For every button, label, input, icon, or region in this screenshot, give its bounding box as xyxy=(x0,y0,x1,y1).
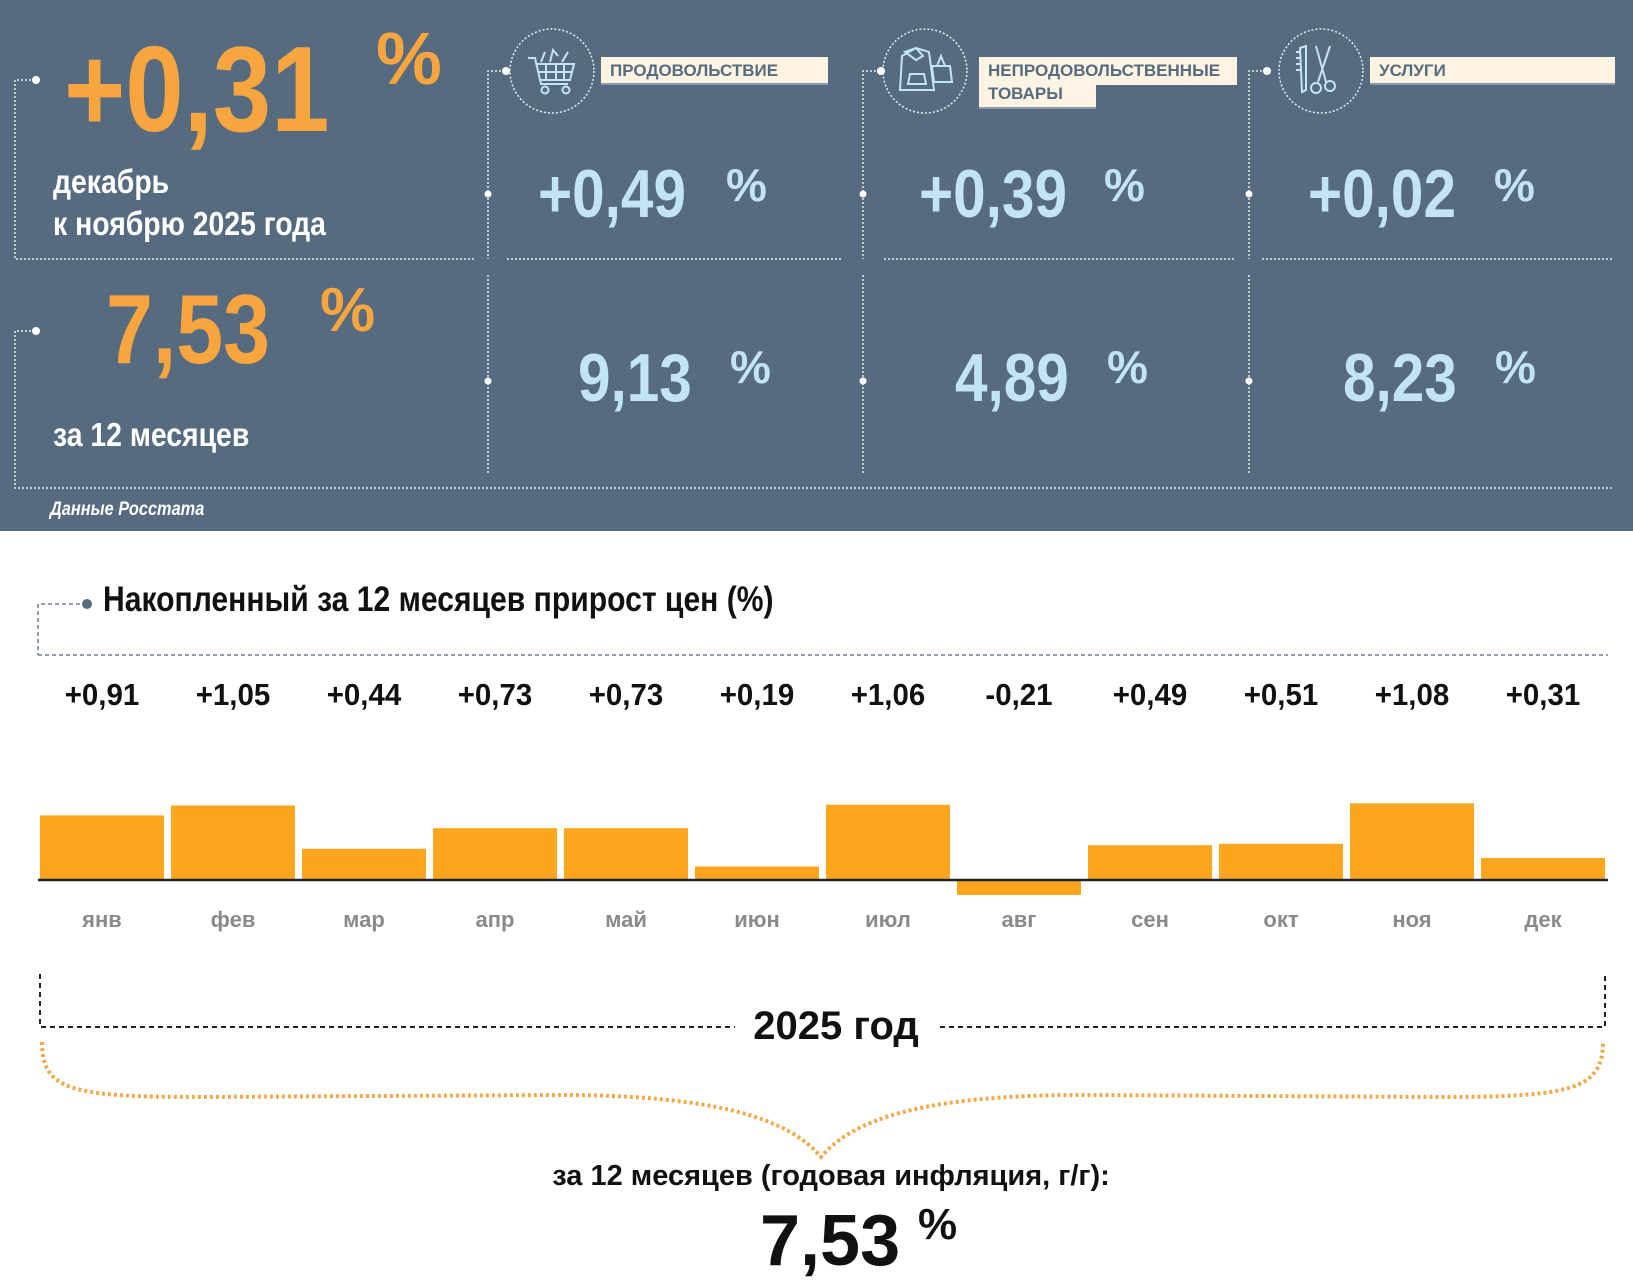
bar-апр xyxy=(433,828,557,880)
value-label: +1,06 xyxy=(850,677,926,712)
value-label: +0,19 xyxy=(719,677,795,712)
month-label: июл xyxy=(865,907,911,932)
month-label: фев xyxy=(210,907,256,932)
icon-circle xyxy=(509,28,595,114)
bullet-dot xyxy=(32,76,40,84)
category-label-nonfood-line2: ТОВАРЫ xyxy=(979,84,1096,109)
value-label: -0,21 xyxy=(985,677,1053,712)
annual-inflation-unit: % xyxy=(320,276,376,345)
month-label: сен xyxy=(1131,907,1169,932)
curly-brace xyxy=(40,1041,1605,1161)
month-label: мар xyxy=(343,907,385,932)
monthly-inflation-value: +0,31 xyxy=(64,21,330,157)
food-monthly-value: +0,49 xyxy=(538,156,686,232)
bar-июл xyxy=(826,804,950,880)
bar-июн xyxy=(695,866,819,880)
month-label: апр xyxy=(475,907,515,932)
bar-дек xyxy=(1481,857,1605,880)
value-label: +1,08 xyxy=(1374,677,1450,712)
food-annual-unit: % xyxy=(730,341,771,393)
bullet-dot xyxy=(32,327,40,335)
bar-мар xyxy=(302,848,426,880)
bar-авг xyxy=(957,880,1081,895)
annual-inflation-value: 7,53 xyxy=(106,274,271,384)
total-caption: за 12 месяцев (годовая инфляция, г/г): xyxy=(552,1160,1110,1192)
shopping-cart-icon xyxy=(528,47,576,95)
monthly-caption-line1: декабрь xyxy=(53,163,170,200)
bar-янв xyxy=(40,815,164,880)
value-label: +0,49 xyxy=(1112,677,1188,712)
summary-panel xyxy=(0,0,1633,531)
monthly-inflation-unit: % xyxy=(376,17,442,100)
source-note: Данные Росстата xyxy=(50,499,205,520)
food-annual-value: 9,13 xyxy=(578,340,692,416)
services-monthly-value: +0,02 xyxy=(1308,156,1456,232)
total-unit: % xyxy=(918,1200,958,1249)
month-label: ноя xyxy=(1392,907,1432,932)
value-label: +0,73 xyxy=(457,677,533,712)
bar-ноя xyxy=(1350,803,1474,880)
services-monthly-unit: % xyxy=(1494,159,1535,211)
month-label: май xyxy=(605,907,647,932)
bar-сен xyxy=(1088,845,1212,880)
nonfood-monthly-value: +0,39 xyxy=(919,156,1067,232)
month-label: июн xyxy=(734,907,780,932)
connector-line xyxy=(14,330,1614,489)
title-connector xyxy=(37,603,80,655)
month-label: дек xyxy=(1524,907,1562,932)
connector-line xyxy=(14,79,474,260)
value-label: +0,51 xyxy=(1243,677,1319,712)
category-label-nonfood: НЕПРОДОВОЛЬСТВЕННЫЕ xyxy=(979,57,1237,85)
nonfood-annual-unit: % xyxy=(1107,341,1148,393)
services-annual-unit: % xyxy=(1495,341,1536,393)
value-label: +0,91 xyxy=(64,677,140,712)
clothing-bag-icon xyxy=(898,46,954,91)
bar-group xyxy=(40,803,1605,895)
category-label-food: ПРОДОВОЛЬСТВИЕ xyxy=(601,57,828,85)
bar-май xyxy=(564,828,688,880)
value-label: +0,44 xyxy=(326,677,402,712)
bar-фев xyxy=(171,805,295,880)
bar-окт xyxy=(1219,843,1343,880)
food-monthly-unit: % xyxy=(726,159,767,211)
period-label: 2025 год xyxy=(753,1004,919,1048)
nonfood-monthly-unit: % xyxy=(1104,159,1145,211)
nonfood-annual-value: 4,89 xyxy=(955,340,1069,416)
monthly-caption-line2: к ноябрю 2025 года xyxy=(53,205,326,242)
connector-line xyxy=(487,70,505,259)
title-bullet xyxy=(82,599,92,609)
month-label: окт xyxy=(1263,907,1299,932)
chart-title: Накопленный за 12 месяцев прирост цен (%… xyxy=(103,580,774,619)
icon-circle xyxy=(882,28,968,114)
comb-scissors-icon xyxy=(1296,44,1336,94)
annual-caption: за 12 месяцев xyxy=(53,416,250,453)
month-label: янв xyxy=(82,907,122,932)
month-label: авг xyxy=(1001,907,1037,932)
category-label-services: УСЛУГИ xyxy=(1370,57,1615,85)
icon-circle xyxy=(1278,28,1364,114)
value-label: +0,73 xyxy=(588,677,664,712)
value-label: +0,31 xyxy=(1505,677,1581,712)
value-label: +1,05 xyxy=(195,677,271,712)
period-bracket xyxy=(39,974,1606,1028)
services-annual-value: 8,23 xyxy=(1343,340,1457,416)
total-value: 7,53 xyxy=(760,1201,901,1281)
